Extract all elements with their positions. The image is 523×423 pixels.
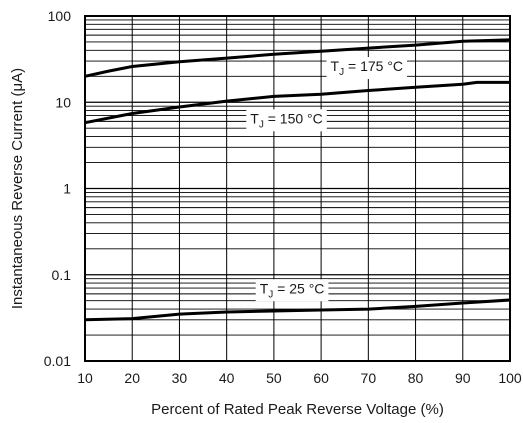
y-axis-title: Instantaneous Reverse Current (μA) (9, 68, 26, 309)
series-label-background (246, 109, 327, 132)
y-tick-label: 1 (63, 181, 71, 197)
x-tick-label: 50 (266, 370, 282, 386)
y-tick-label: 0.1 (52, 267, 72, 283)
series-line (84, 38, 511, 78)
series-line (84, 298, 511, 322)
y-tick-label: 0.01 (44, 353, 71, 369)
series-label: TJ = 150 °C (250, 110, 322, 130)
series-label-background (326, 57, 408, 80)
curves (84, 38, 511, 322)
series-label: TJ = 25 °C (260, 280, 325, 300)
y-tick-label: 100 (48, 8, 72, 24)
x-tick-label: 60 (313, 370, 329, 386)
series-label: TJ = 175 °C (331, 58, 403, 78)
x-tick-label: 100 (498, 370, 522, 386)
x-tick-label: 10 (77, 370, 93, 386)
x-tick-label: 30 (172, 370, 188, 386)
x-tick-label: 20 (124, 370, 140, 386)
x-tick-label: 40 (219, 370, 235, 386)
x-tick-label: 90 (455, 370, 471, 386)
tick-labels: 10 20 30 40 50 60 70 80 90 100 0.01 0.1 1 10 100 (44, 8, 522, 386)
series-label-background (255, 279, 329, 302)
curve-labels: TJ = 175 °C TJ = 150 °C TJ = 25 °C (246, 57, 408, 302)
series-line (84, 80, 510, 125)
x-tick-label: 80 (408, 370, 424, 386)
y-tick-label: 10 (55, 94, 71, 110)
x-axis-title: Percent of Rated Peak Reverse Voltage (%… (151, 401, 444, 418)
x-tick-label: 70 (361, 370, 377, 386)
plot-frame (84, 15, 511, 362)
